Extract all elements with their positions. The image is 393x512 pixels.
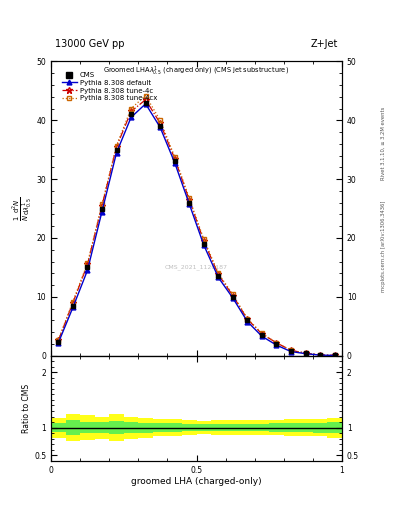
Pythia 8.308 default xyxy=(143,101,148,107)
CMS xyxy=(245,317,250,324)
Pythia 8.308 tune-4cx xyxy=(318,352,323,358)
CMS xyxy=(143,99,148,105)
Pythia 8.308 tune-4c xyxy=(332,352,337,358)
Pythia 8.308 tune-4c xyxy=(245,316,250,322)
Pythia 8.308 tune-4cx xyxy=(100,201,105,207)
Pythia 8.308 tune-4cx xyxy=(71,298,75,305)
Pythia 8.308 tune-4c xyxy=(71,300,75,306)
Pythia 8.308 tune-4cx xyxy=(274,339,279,346)
CMS xyxy=(202,241,206,247)
Pythia 8.308 default xyxy=(274,342,279,348)
Pythia 8.308 default xyxy=(158,124,163,131)
Text: 13000 GeV pp: 13000 GeV pp xyxy=(55,38,125,49)
Pythia 8.308 tune-4cx xyxy=(158,117,163,123)
Pythia 8.308 default xyxy=(332,352,337,358)
Pythia 8.308 tune-4c xyxy=(260,331,264,337)
Pythia 8.308 tune-4c xyxy=(158,120,163,126)
Pythia 8.308 default xyxy=(100,208,105,215)
Line: Pythia 8.308 tune-4cx: Pythia 8.308 tune-4cx xyxy=(56,93,337,358)
CMS xyxy=(303,350,308,356)
Pythia 8.308 default xyxy=(187,201,192,207)
CMS xyxy=(158,123,163,129)
Pythia 8.308 tune-4c xyxy=(303,350,308,356)
CMS xyxy=(71,303,75,309)
Pythia 8.308 default xyxy=(173,160,177,166)
Pythia 8.308 default xyxy=(231,295,235,301)
Pythia 8.308 tune-4cx xyxy=(216,270,221,276)
CMS xyxy=(56,338,61,345)
Pythia 8.308 tune-4cx xyxy=(187,195,192,201)
Pythia 8.308 tune-4c xyxy=(274,339,279,346)
Pythia 8.308 tune-4cx xyxy=(129,105,134,112)
Pythia 8.308 default xyxy=(245,318,250,325)
CMS xyxy=(129,111,134,117)
Pythia 8.308 tune-4cx xyxy=(289,347,294,353)
Pythia 8.308 tune-4c xyxy=(187,197,192,203)
Pythia 8.308 tune-4cx xyxy=(231,291,235,297)
Pythia 8.308 default xyxy=(318,352,323,358)
Pythia 8.308 tune-4c xyxy=(143,97,148,103)
Pythia 8.308 default xyxy=(71,304,75,310)
Pythia 8.308 tune-4cx xyxy=(114,142,119,148)
Pythia 8.308 default xyxy=(202,242,206,248)
Pythia 8.308 tune-4c xyxy=(114,144,119,150)
Text: mcplots.cern.ch [arXiv:1306.3436]: mcplots.cern.ch [arXiv:1306.3436] xyxy=(381,200,386,291)
Pythia 8.308 tune-4cx xyxy=(85,260,90,266)
CMS xyxy=(216,273,221,280)
Pythia 8.308 tune-4c xyxy=(56,337,61,344)
Pythia 8.308 tune-4c xyxy=(231,292,235,298)
Pythia 8.308 default xyxy=(216,274,221,281)
CMS xyxy=(173,158,177,164)
Pythia 8.308 tune-4c xyxy=(85,262,90,268)
Pythia 8.308 default xyxy=(129,114,134,120)
Pythia 8.308 tune-4cx xyxy=(202,236,206,242)
CMS xyxy=(260,332,264,338)
Legend: CMS, Pythia 8.308 default, Pythia 8.308 tune-4c, Pythia 8.308 tune-4cx: CMS, Pythia 8.308 default, Pythia 8.308 … xyxy=(61,71,159,103)
CMS xyxy=(100,205,105,211)
CMS xyxy=(274,341,279,347)
Pythia 8.308 default xyxy=(56,339,61,346)
Pythia 8.308 tune-4cx xyxy=(332,352,337,358)
Pythia 8.308 default xyxy=(114,150,119,156)
Pythia 8.308 tune-4c xyxy=(202,238,206,244)
Line: CMS: CMS xyxy=(56,100,337,358)
Pythia 8.308 tune-4cx xyxy=(143,93,148,99)
CMS xyxy=(332,352,337,358)
Pythia 8.308 tune-4c xyxy=(216,271,221,278)
Y-axis label: Ratio to CMS: Ratio to CMS xyxy=(22,383,31,433)
Line: Pythia 8.308 default: Pythia 8.308 default xyxy=(56,101,337,358)
Pythia 8.308 tune-4cx xyxy=(260,330,264,336)
Pythia 8.308 tune-4c xyxy=(129,109,134,115)
Text: Z+Jet: Z+Jet xyxy=(310,38,338,49)
Line: Pythia 8.308 tune-4c: Pythia 8.308 tune-4c xyxy=(55,96,338,359)
Pythia 8.308 tune-4c xyxy=(289,347,294,353)
CMS xyxy=(289,348,294,354)
Pythia 8.308 default xyxy=(260,333,264,339)
Pythia 8.308 tune-4cx xyxy=(173,154,177,160)
Text: Rivet 3.1.10, ≥ 3.2M events: Rivet 3.1.10, ≥ 3.2M events xyxy=(381,106,386,180)
Pythia 8.308 tune-4c xyxy=(100,203,105,209)
Y-axis label: $\frac{1}{N}\frac{\mathrm{d}^2N}{\mathrm{d}\lambda_{0.5}^1}$: $\frac{1}{N}\frac{\mathrm{d}^2N}{\mathrm… xyxy=(12,196,35,221)
CMS xyxy=(318,352,323,358)
CMS xyxy=(231,294,235,300)
Pythia 8.308 tune-4c xyxy=(318,352,323,358)
CMS xyxy=(187,200,192,206)
X-axis label: groomed LHA (charged-only): groomed LHA (charged-only) xyxy=(131,477,262,486)
Pythia 8.308 tune-4cx xyxy=(56,337,61,343)
Pythia 8.308 tune-4c xyxy=(173,156,177,162)
Pythia 8.308 default xyxy=(289,349,294,355)
Pythia 8.308 tune-4cx xyxy=(303,350,308,356)
Text: Groomed LHA$\lambda^1_{0.5}$ (charged only) (CMS jet substructure): Groomed LHA$\lambda^1_{0.5}$ (charged on… xyxy=(103,65,290,78)
Pythia 8.308 default xyxy=(303,351,308,357)
CMS xyxy=(85,264,90,270)
Pythia 8.308 tune-4cx xyxy=(245,315,250,322)
Text: CMS_2021_1120187: CMS_2021_1120187 xyxy=(165,265,228,270)
CMS xyxy=(114,146,119,153)
Pythia 8.308 default xyxy=(85,267,90,273)
